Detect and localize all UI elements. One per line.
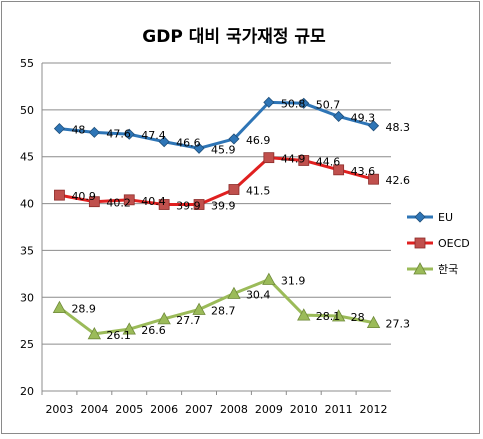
x-tick-label: 2010 bbox=[290, 403, 318, 416]
series-line-square-1 bbox=[59, 156, 374, 207]
data-point-square-1 bbox=[123, 194, 135, 206]
legend-marker bbox=[413, 262, 427, 275]
data-label: 50.7 bbox=[316, 98, 341, 111]
legend-marker bbox=[414, 237, 426, 249]
data-label: 26.1 bbox=[106, 329, 131, 342]
data-point-triangle-2 bbox=[87, 326, 102, 340]
data-point-square-1 bbox=[333, 164, 345, 176]
x-tick-label: 2006 bbox=[150, 403, 178, 416]
series-layer bbox=[52, 96, 381, 340]
data-label: 46.9 bbox=[246, 134, 271, 147]
data-label: 47.6 bbox=[106, 127, 131, 140]
y-tick-label: 35 bbox=[20, 244, 34, 257]
data-label: 48 bbox=[71, 124, 85, 137]
x-tick-label: 2009 bbox=[255, 403, 283, 416]
data-point-triangle-2 bbox=[192, 302, 206, 315]
data-label: 27.7 bbox=[176, 314, 201, 327]
data-point-square-1 bbox=[158, 199, 170, 210]
data-label: 50.8 bbox=[281, 97, 306, 110]
legend-label: OECD bbox=[438, 237, 470, 250]
data-label: 49.3 bbox=[351, 111, 376, 124]
data-point-triangle-2 bbox=[366, 315, 381, 328]
y-tick-label: 20 bbox=[20, 385, 34, 398]
y-tick-label: 50 bbox=[20, 104, 34, 117]
data-point-square-1 bbox=[88, 196, 100, 208]
data-point-triangle-2 bbox=[297, 308, 311, 321]
y-tick-label: 30 bbox=[20, 291, 34, 304]
data-point-square-1 bbox=[368, 173, 379, 185]
data-point-diamond-0 bbox=[228, 133, 240, 145]
legend-label: 한국 bbox=[438, 263, 458, 276]
data-point-square-1 bbox=[228, 184, 240, 195]
axes: 20 25 30 35 40 45 50 55 2003 2004 2005 2006 2007 2008… bbox=[20, 57, 391, 416]
chart-frame: GDP 대비 국가재정 규모 20 25 30 35 40 45 50 55 2003 2004 2… bbox=[1, 1, 480, 434]
x-tick-label: 2008 bbox=[220, 403, 248, 416]
data-point-square-1 bbox=[298, 155, 310, 166]
data-point-diamond-0 bbox=[263, 96, 275, 108]
data-labels: 48 47.6 47.4 46.6 45.9 46.9 50.8 50.7 49.3 48.3 40… bbox=[71, 97, 410, 341]
data-point-diamond-0 bbox=[367, 120, 380, 132]
data-label: 40.4 bbox=[141, 195, 166, 208]
x-tick-label: 2004 bbox=[80, 403, 108, 416]
data-label: 47.4 bbox=[141, 129, 166, 142]
legend-marker bbox=[414, 211, 426, 223]
x-tick-label: 2005 bbox=[115, 403, 143, 416]
data-label: 42.6 bbox=[386, 174, 411, 187]
data-point-square-1 bbox=[54, 189, 65, 201]
data-point-triangle-2 bbox=[52, 300, 67, 313]
x-tick-label: 2011 bbox=[325, 403, 353, 416]
data-point-diamond-0 bbox=[53, 123, 66, 135]
data-label: 28.1 bbox=[316, 310, 341, 323]
y-tick-label: 55 bbox=[20, 57, 34, 70]
data-point-triangle-2 bbox=[262, 272, 276, 285]
legend: EU OECD 한국 bbox=[407, 211, 470, 276]
data-label: 28.9 bbox=[71, 303, 96, 316]
y-tick-label: 45 bbox=[20, 151, 34, 164]
data-point-triangle-2 bbox=[227, 286, 241, 299]
data-label: 45.9 bbox=[211, 143, 236, 156]
data-point-square-1 bbox=[263, 152, 275, 164]
x-tick-label: 2007 bbox=[185, 403, 213, 416]
x-tick-label: 2003 bbox=[45, 403, 73, 416]
grid-lines bbox=[42, 62, 391, 392]
data-point-diamond-0 bbox=[193, 142, 205, 154]
series-line-diamond-0 bbox=[59, 100, 374, 150]
data-label: 31.9 bbox=[281, 274, 306, 287]
data-point-diamond-0 bbox=[298, 97, 310, 109]
data-point-diamond-0 bbox=[333, 110, 345, 122]
data-label: 48.3 bbox=[386, 121, 411, 134]
data-label: 28 bbox=[351, 311, 365, 324]
data-point-diamond-0 bbox=[123, 128, 135, 140]
legend-label: EU bbox=[438, 211, 453, 224]
data-label: 44.6 bbox=[316, 155, 341, 168]
data-point-triangle-2 bbox=[157, 312, 171, 325]
chart-title: GDP 대비 국가재정 규모 bbox=[142, 27, 326, 47]
data-label: 27.3 bbox=[386, 318, 411, 331]
data-label: 30.4 bbox=[246, 289, 271, 302]
data-point-diamond-0 bbox=[158, 136, 170, 148]
data-point-diamond-0 bbox=[88, 126, 100, 138]
data-label: 40.2 bbox=[106, 197, 131, 210]
data-point-square-1 bbox=[193, 199, 205, 210]
data-label: 28.7 bbox=[211, 304, 236, 317]
data-label: 41.5 bbox=[246, 185, 271, 198]
series-line-triangle-2 bbox=[58, 277, 374, 336]
data-label: 44.9 bbox=[281, 153, 306, 166]
data-label: 40.9 bbox=[71, 190, 96, 203]
data-label: 39.9 bbox=[211, 200, 236, 213]
data-label: 43.6 bbox=[351, 165, 376, 178]
data-label: 26.6 bbox=[141, 324, 166, 337]
data-point-triangle-2 bbox=[331, 309, 346, 322]
x-tick-label: 2012 bbox=[360, 403, 388, 416]
y-tick-label: 25 bbox=[20, 338, 34, 351]
y-tick-label: 40 bbox=[20, 198, 34, 211]
data-point-triangle-2 bbox=[122, 322, 136, 335]
data-label: 39.9 bbox=[176, 200, 201, 213]
data-label: 46.6 bbox=[176, 137, 201, 150]
